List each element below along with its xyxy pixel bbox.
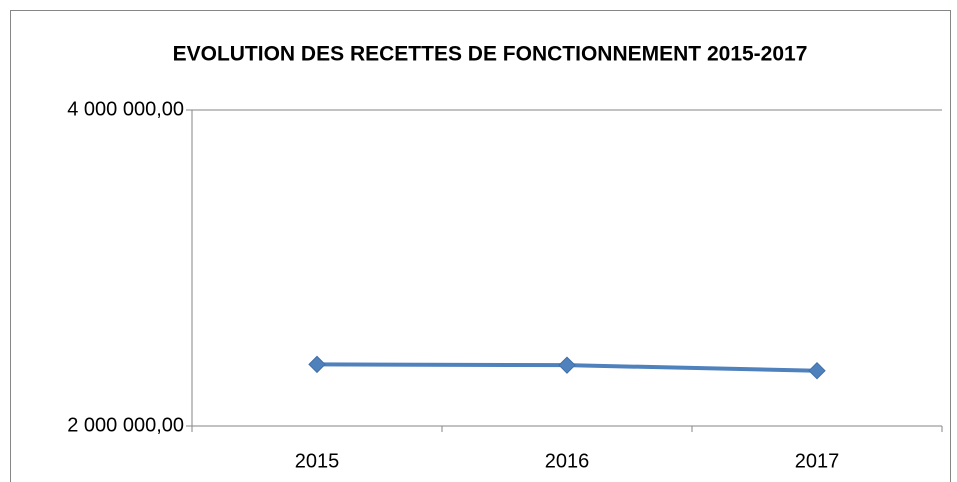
marker [808, 361, 826, 380]
chart-title: EVOLUTION DES RECETTES DE FONCTIONNEMENT… [173, 43, 808, 66]
x-tick-label: 2015 [295, 450, 340, 472]
x-tick-label: 2016 [545, 450, 590, 472]
marker [558, 356, 576, 374]
y-tick-label: 4 000 000,00 [67, 98, 184, 120]
x-tick-label: 2017 [795, 450, 840, 472]
chart-frame [10, 10, 951, 482]
y-tick-label: 2 000 000,00 [67, 414, 184, 436]
marker [308, 355, 326, 374]
